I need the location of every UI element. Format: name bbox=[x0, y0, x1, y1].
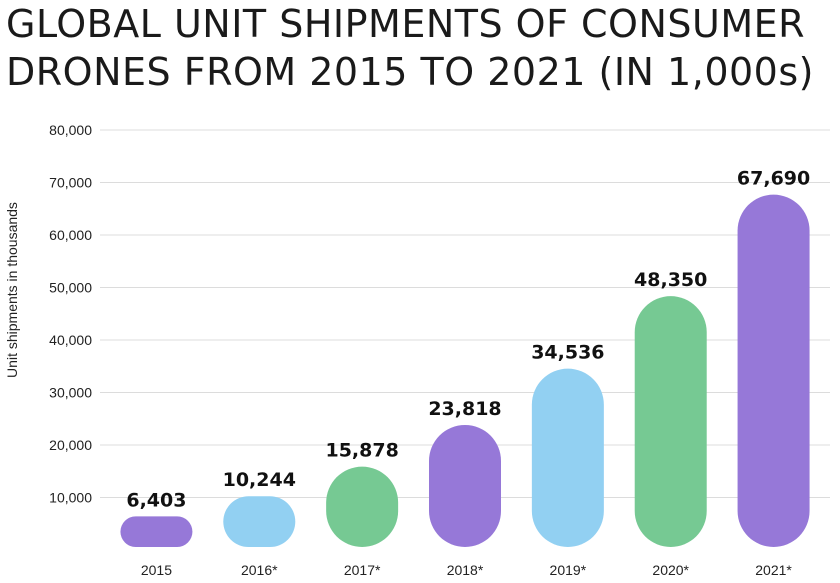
y-tick-label: 80,000 bbox=[49, 122, 92, 138]
bar-2021 bbox=[737, 194, 810, 547]
chart-title: GLOBAL UNIT SHIPMENTS OF CONSUMER DRONES… bbox=[6, 0, 836, 96]
data-label: 15,878 bbox=[325, 440, 398, 462]
bar-2015 bbox=[120, 516, 193, 547]
bar-2018 bbox=[429, 424, 501, 547]
y-tick-label: 20,000 bbox=[49, 437, 92, 453]
y-axis-ticks: 10,000 20,000 30,000 40,000 50,000 60,000 70,0… bbox=[49, 122, 92, 506]
x-tick-label: 2017* bbox=[344, 562, 381, 578]
y-tick-label: 70,000 bbox=[49, 175, 92, 191]
chart-title-line-1: GLOBAL UNIT SHIPMENTS OF CONSUMER bbox=[6, 2, 806, 46]
y-tick-label: 10,000 bbox=[49, 490, 92, 506]
y-axis-label: Unit shipments in thousands bbox=[4, 202, 20, 378]
data-label: 48,350 bbox=[634, 269, 707, 291]
y-tick-label: 60,000 bbox=[49, 227, 92, 243]
y-tick-label: 50,000 bbox=[49, 280, 92, 296]
x-tick-label: 2018* bbox=[447, 562, 484, 578]
bar-2019 bbox=[531, 368, 604, 547]
data-label: 34,536 bbox=[531, 342, 604, 364]
data-label: 67,690 bbox=[737, 168, 810, 190]
x-tick-label: 2015 bbox=[141, 562, 172, 578]
x-tick-label: 2016* bbox=[241, 562, 278, 578]
bar-2020 bbox=[634, 296, 707, 547]
bar-2016 bbox=[223, 496, 296, 547]
data-label: 6,403 bbox=[126, 489, 186, 511]
bars: 6,403 10,244 15,878 23,818 34,536 48,350 67,69… bbox=[120, 168, 810, 547]
x-tick-label: 2019* bbox=[550, 562, 587, 578]
data-label: 10,244 bbox=[223, 469, 296, 491]
chart-title-line-2: DRONES FROM 2015 TO 2021 (IN 1,000s) bbox=[6, 50, 814, 94]
bar-2017 bbox=[326, 466, 399, 547]
y-tick-label: 40,000 bbox=[49, 332, 92, 348]
gridlines bbox=[100, 129, 830, 498]
x-tick-label: 2020* bbox=[652, 562, 689, 578]
x-tick-label: 2021* bbox=[755, 562, 792, 578]
data-label: 23,818 bbox=[428, 398, 501, 420]
x-axis-ticks: 2015 2016* 2017* 2018* 2019* 2020* 2021* bbox=[141, 562, 793, 578]
y-tick-label: 30,000 bbox=[49, 385, 92, 401]
